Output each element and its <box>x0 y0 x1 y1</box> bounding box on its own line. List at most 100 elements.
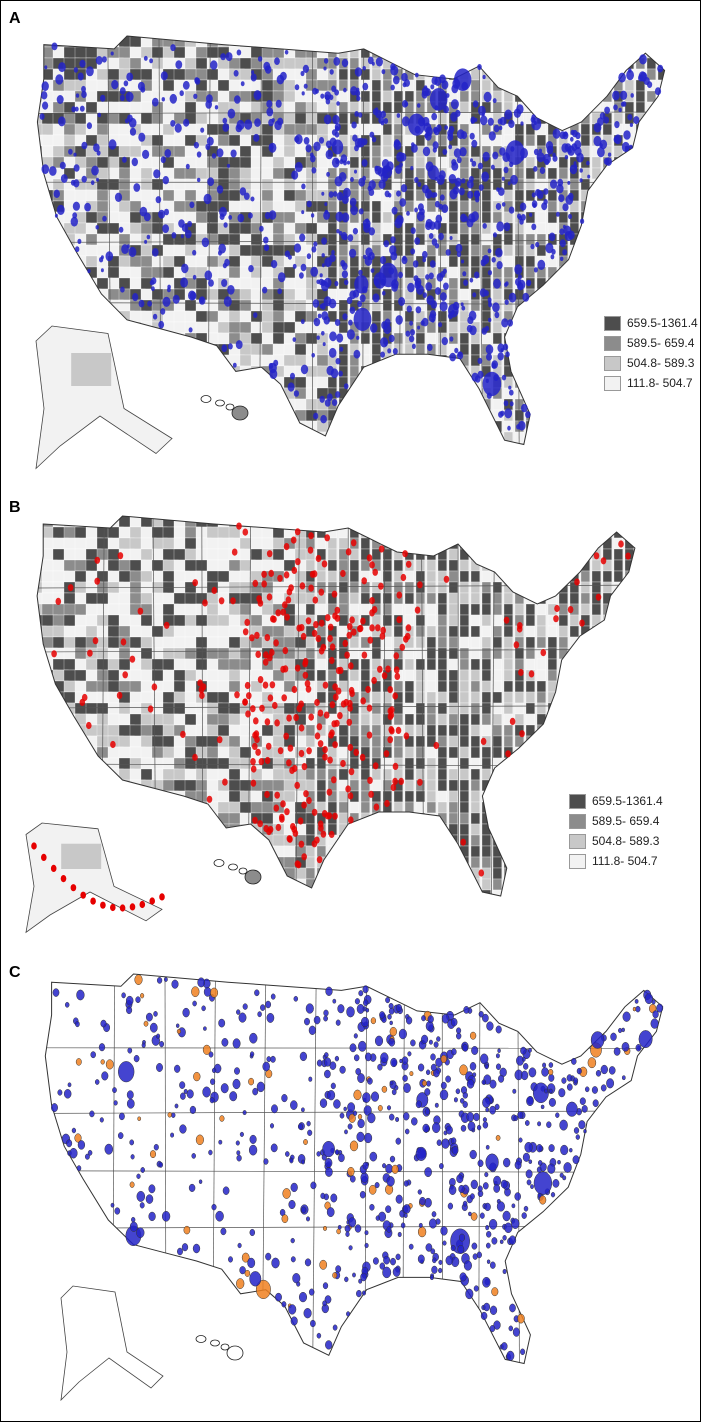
county <box>42 465 57 476</box>
county <box>448 614 458 627</box>
county <box>602 636 612 649</box>
county <box>470 658 480 671</box>
county <box>514 332 524 345</box>
county <box>591 343 601 356</box>
data-point <box>378 116 384 124</box>
county <box>548 454 557 465</box>
county <box>624 581 634 594</box>
county <box>558 321 568 334</box>
county <box>624 222 634 235</box>
county <box>492 603 502 616</box>
data-point <box>341 212 350 223</box>
data-point <box>333 191 338 197</box>
county <box>448 409 458 422</box>
county <box>657 398 665 411</box>
county <box>580 310 590 323</box>
county <box>669 465 678 476</box>
data-point <box>530 243 535 250</box>
county <box>459 376 469 389</box>
county <box>482 454 491 465</box>
county <box>338 112 348 125</box>
county <box>393 516 403 528</box>
data-point <box>341 232 348 240</box>
county <box>448 691 458 704</box>
county <box>382 36 392 48</box>
county <box>580 735 590 748</box>
data-point <box>384 318 391 327</box>
county <box>580 387 590 400</box>
county <box>646 57 656 70</box>
county <box>360 603 370 616</box>
data-point <box>388 334 395 343</box>
county <box>261 442 278 445</box>
county <box>129 365 146 378</box>
data-point <box>311 167 317 174</box>
county <box>459 57 469 70</box>
county <box>591 277 601 290</box>
data-point <box>311 246 317 253</box>
county <box>470 90 480 103</box>
county <box>569 354 579 367</box>
county <box>459 516 469 528</box>
county <box>525 636 535 649</box>
data-point <box>396 113 401 118</box>
data-point <box>164 149 172 158</box>
data-point <box>417 325 421 330</box>
county <box>459 420 469 433</box>
county <box>449 454 458 465</box>
county <box>52 735 69 748</box>
county <box>536 222 546 235</box>
county <box>481 625 491 638</box>
data-point <box>160 308 166 315</box>
county <box>415 354 425 367</box>
county <box>52 812 69 825</box>
county <box>41 724 58 737</box>
county <box>448 266 458 279</box>
county <box>658 465 667 476</box>
county <box>371 526 381 539</box>
county <box>459 768 469 781</box>
county <box>195 343 212 356</box>
data-point <box>79 59 86 68</box>
county <box>305 559 315 572</box>
data-point <box>357 137 365 148</box>
data-point <box>72 201 80 211</box>
hawaii-island <box>215 399 225 407</box>
county <box>316 669 326 682</box>
county <box>151 354 168 367</box>
county <box>536 36 546 48</box>
county <box>580 570 590 583</box>
data-point <box>222 262 227 269</box>
county <box>382 431 392 444</box>
county <box>514 812 524 825</box>
data-point <box>406 305 412 313</box>
county <box>437 581 447 594</box>
data-point <box>535 189 541 197</box>
county <box>437 592 447 605</box>
county <box>591 680 601 693</box>
county <box>404 581 414 594</box>
county <box>481 420 491 433</box>
data-point <box>416 284 424 295</box>
county <box>624 398 634 411</box>
county <box>558 354 568 367</box>
county <box>669 300 678 311</box>
data-point <box>274 57 280 65</box>
county <box>492 57 502 70</box>
county <box>250 431 267 444</box>
data-point <box>353 307 372 331</box>
county <box>624 592 634 605</box>
data-point <box>482 74 486 80</box>
data-point <box>455 109 461 117</box>
county <box>558 548 568 561</box>
county <box>525 442 535 445</box>
county <box>206 420 223 433</box>
map-a <box>35 35 678 476</box>
county <box>547 834 557 847</box>
county <box>404 387 414 400</box>
data-point <box>351 121 357 129</box>
data-point <box>421 90 428 99</box>
county <box>591 691 601 704</box>
data-point <box>183 118 190 127</box>
county <box>426 779 436 792</box>
